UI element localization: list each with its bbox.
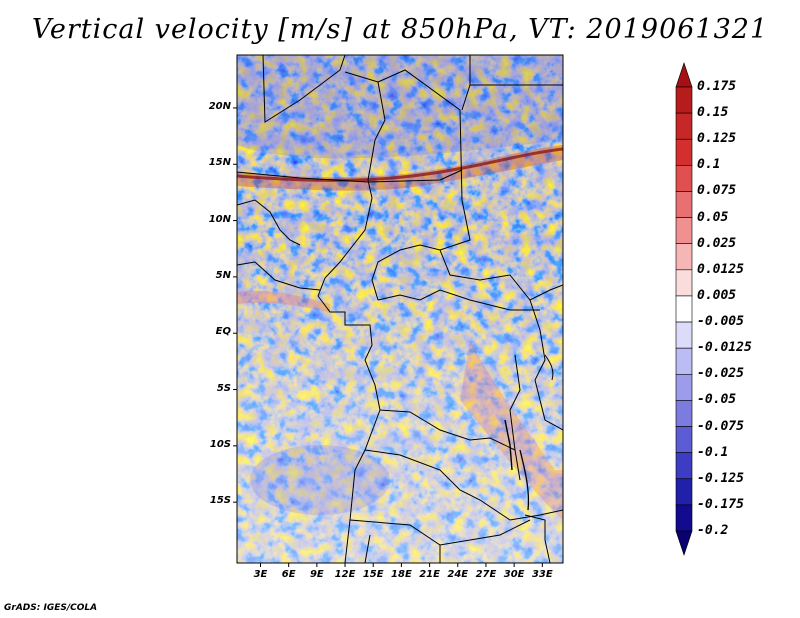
lon-label: 15E: [362, 569, 384, 580]
colorbar-level-label: -0.0125: [697, 340, 752, 356]
colorbar-swatch: [675, 269, 693, 297]
lat-label: 15N: [208, 157, 231, 169]
lon-label: 27E: [475, 569, 497, 580]
colorbar-swatch: [675, 426, 693, 453]
colorbar-level-label: -0.075: [697, 418, 744, 434]
colorbar-level-label: 0.025: [697, 235, 737, 251]
footer-credit: GrADS: IGES/COLA: [4, 603, 98, 613]
colorbar-level-label: -0.2: [697, 523, 729, 538]
colorbar-swatch: [675, 165, 693, 192]
lat-label: 10S: [209, 438, 231, 450]
lat-label: 5S: [216, 382, 231, 394]
colorbar-level-label: -0.1: [697, 444, 729, 460]
lat-label: 10N: [208, 213, 231, 225]
colorbar-level-label: 0.15: [697, 105, 729, 121]
colorbar-swatch: [675, 112, 693, 140]
lon-label: 6E: [281, 569, 296, 580]
lon-label: 3E: [253, 569, 268, 580]
colorbar-swatch: [675, 138, 693, 166]
colorbar-level-label: 0.05: [697, 209, 729, 225]
lat-label: 20N: [208, 100, 231, 112]
lon-label: 24E: [447, 569, 469, 580]
colorbar-bottom-arrow: [675, 530, 693, 556]
lat-label: EQ: [215, 326, 231, 338]
axis-ticks: [233, 107, 543, 567]
lon-label: 33E: [531, 569, 553, 580]
lon-label: 12E: [334, 569, 356, 580]
colorbar-swatch: [675, 86, 693, 114]
colorbar-level-label: -0.125: [697, 470, 744, 486]
colorbar-swatch: [675, 452, 693, 480]
country-borders: [237, 55, 563, 563]
colorbar-level-label: -0.175: [697, 496, 744, 512]
colorbar-swatch: [675, 478, 693, 506]
lon-label: 30E: [503, 569, 525, 580]
lon-label: 21E: [419, 569, 440, 580]
map-frame: [236, 54, 564, 564]
colorbar-level-label: 0.005: [697, 287, 737, 303]
lon-label: 18E: [391, 569, 412, 580]
colorbar-swatch: [675, 217, 693, 245]
colorbar-swatch: [675, 321, 693, 349]
colorbar-level-label: 0.075: [697, 183, 737, 199]
colorbar-level-label: -0.005: [697, 314, 744, 330]
colorbar-level-label: -0.05: [697, 392, 737, 408]
colorbar: [675, 62, 693, 556]
colorbar-level-label: 0.0125: [697, 261, 744, 277]
colorbar-level-label: 0.125: [697, 131, 737, 147]
colorbar-level-label: -0.025: [697, 366, 744, 382]
colorbar-swatch: [675, 504, 693, 532]
colorbar-level-label: 0.175: [697, 79, 737, 94]
vertical-velocity-field: [237, 55, 563, 563]
lat-label: 15S: [209, 495, 231, 507]
colorbar-swatch: [675, 347, 693, 375]
colorbar-swatch: [675, 191, 693, 218]
colorbar-swatch: [675, 373, 693, 401]
lon-label: 9E: [309, 569, 324, 580]
colorbar-top-arrow: [675, 62, 693, 88]
colorbar-swatch: [675, 400, 693, 427]
colorbar-swatch: [675, 243, 693, 271]
colorbar-level-label: 0.1: [697, 157, 721, 173]
lat-label: 5N: [215, 269, 231, 281]
colorbar-swatch: [675, 295, 693, 323]
chart-title: Vertical velocity [m/s] at 850hPa, VT: 2…: [31, 14, 769, 45]
